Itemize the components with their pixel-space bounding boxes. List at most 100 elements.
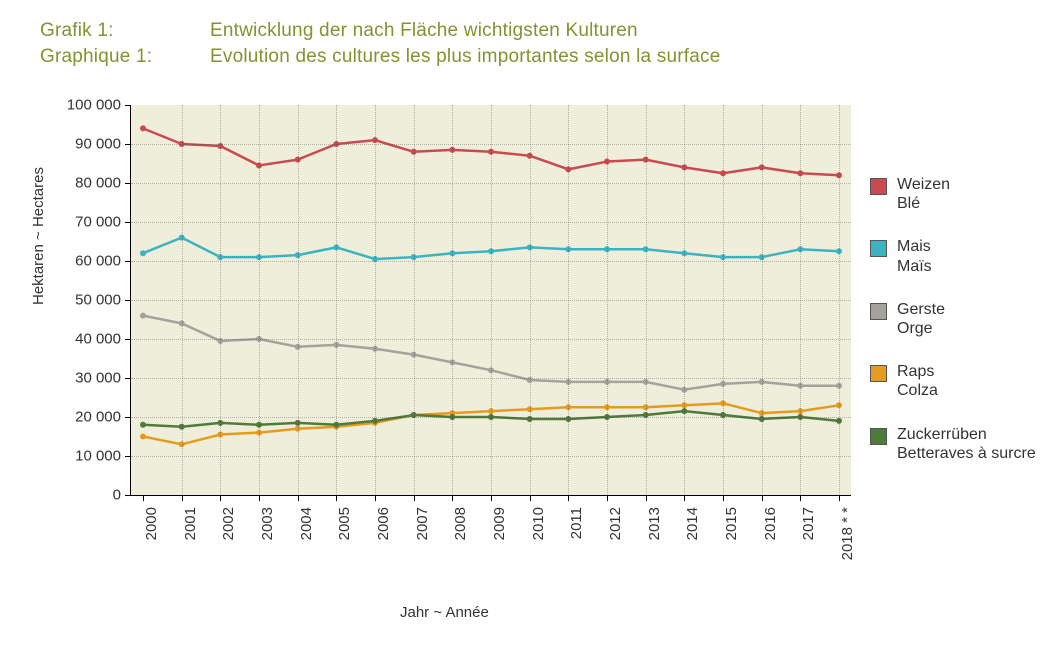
xtick-mark [568,495,569,501]
gridline-v [684,105,685,495]
series-marker-weizen [140,125,146,131]
gridline-v [259,105,260,495]
gridline-v [839,105,840,495]
title-text-de: Entwicklung der nach Fläche wichtigsten … [210,18,638,44]
xtick-mark [375,495,376,501]
xtick-label: 2015 [723,507,740,540]
xtick-label: 2013 [646,507,663,540]
chart-zone: Hektaren ~ Hectares 010 00020 00030 0004… [40,95,1040,625]
xtick-mark [723,495,724,501]
series-marker-gerste [140,313,146,319]
xtick-mark [298,495,299,501]
legend-labels: ZuckerrübenBetteraves à surcre [897,425,1036,463]
xtick-mark [646,495,647,501]
gridline-v [220,105,221,495]
ytick-label: 10 000 [75,448,131,465]
legend-labels: RapsColza [897,362,938,400]
series-marker-zuckerrueben [140,422,146,428]
xtick-label: 2008 [452,507,469,540]
title-label-fr: Graphique 1: [40,44,210,70]
xtick-label: 2000 [143,507,160,540]
ytick-label: 70 000 [75,214,131,231]
legend-item-gerste: GersteOrge [870,300,1036,338]
legend-label-de: Zuckerrüben [897,425,1036,444]
gridline-v [530,105,531,495]
xtick-label: 2001 [182,507,199,540]
ytick-label: 0 [113,487,131,504]
xtick-label: 2006 [375,507,392,540]
xtick-label: 2007 [414,507,431,540]
legend-label-fr: Orge [897,319,945,338]
ytick-label: 80 000 [75,175,131,192]
legend: WeizenBlé MaisMaïs GersteOrge RapsColza Zuck… [870,175,1036,487]
legend-item-zuckerrueben: ZuckerrübenBetteraves à surcre [870,425,1036,463]
xtick-mark [530,495,531,501]
legend-label-de: Gerste [897,300,945,319]
legend-label-de: Mais [897,237,932,256]
gridline-v [182,105,183,495]
title-row-fr: Graphique 1: Evolution des cultures les … [40,44,1043,70]
xtick-mark [800,495,801,501]
ytick-label: 60 000 [75,253,131,270]
legend-label-fr: Betteraves à surcre [897,444,1036,463]
ytick-label: 50 000 [75,292,131,309]
xtick-label: 2014 [684,507,701,540]
xtick-label: 2018 * * [839,507,856,560]
gridline-v [800,105,801,495]
ytick-label: 100 000 [67,97,131,114]
gridline-v [298,105,299,495]
legend-label-fr: Maïs [897,257,932,276]
legend-label-de: Weizen [897,175,950,194]
legend-item-raps: RapsColza [870,362,1036,400]
ytick-label: 90 000 [75,136,131,153]
xtick-label: 2009 [491,507,508,540]
series-marker-raps [140,434,146,440]
legend-label-fr: Colza [897,381,938,400]
legend-label-de: Raps [897,362,938,381]
legend-labels: MaisMaïs [897,237,932,275]
y-axis-title: Hektaren ~ Hectares [30,167,47,305]
title-text-fr: Evolution des cultures les plus importan… [210,44,720,70]
legend-item-weizen: WeizenBlé [870,175,1036,213]
xtick-mark [607,495,608,501]
gridline-v [568,105,569,495]
xtick-label: 2010 [530,507,547,540]
legend-swatch [870,303,887,320]
gridline-v [491,105,492,495]
gridline-v [336,105,337,495]
ytick-label: 20 000 [75,409,131,426]
ytick-label: 30 000 [75,370,131,387]
xtick-label: 2016 [762,507,779,540]
title-label-de: Grafik 1: [40,18,210,44]
xtick-mark [220,495,221,501]
xtick-mark [762,495,763,501]
gridline-v [414,105,415,495]
xtick-mark [143,495,144,501]
legend-item-mais: MaisMaïs [870,237,1036,275]
xtick-label: 2002 [220,507,237,540]
figure-container: Grafik 1: Entwicklung der nach Fläche wi… [0,0,1063,649]
xtick-label: 2003 [259,507,276,540]
xtick-mark [684,495,685,501]
plot-area: 010 00020 00030 00040 00050 00060 00070 … [130,105,851,496]
gridline-v [723,105,724,495]
gridline-v [646,105,647,495]
xtick-mark [491,495,492,501]
chart-title-block: Grafik 1: Entwicklung der nach Fläche wi… [40,18,1043,69]
xtick-label: 2017 [800,507,817,540]
title-row-de: Grafik 1: Entwicklung der nach Fläche wi… [40,18,1043,44]
gridline-v [762,105,763,495]
ytick-label: 40 000 [75,331,131,348]
legend-swatch [870,178,887,195]
x-axis-title: Jahr ~ Année [400,604,489,621]
xtick-label: 2011 [568,507,585,539]
legend-swatch [870,428,887,445]
xtick-mark [182,495,183,501]
xtick-mark [414,495,415,501]
gridline-v [607,105,608,495]
legend-swatch [870,240,887,257]
xtick-mark [259,495,260,501]
legend-label-fr: Blé [897,194,950,213]
gridline-v [452,105,453,495]
xtick-mark [452,495,453,501]
